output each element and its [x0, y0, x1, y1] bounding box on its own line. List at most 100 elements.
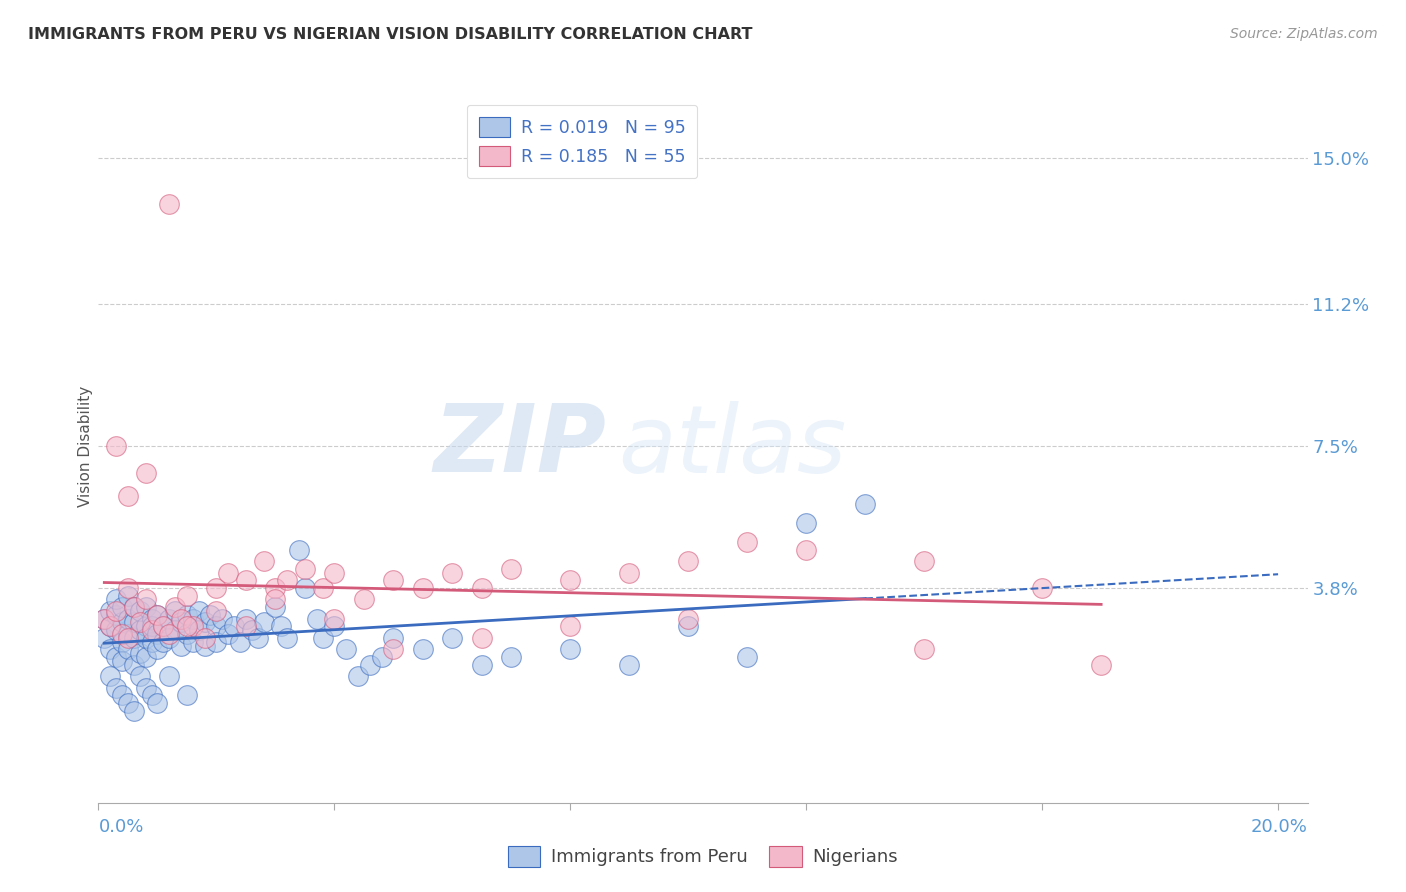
Point — [141, 619, 163, 633]
Point — [170, 615, 193, 630]
Point — [146, 607, 169, 622]
Point — [678, 612, 700, 626]
Point — [347, 669, 370, 683]
Point — [170, 612, 193, 626]
Point — [235, 574, 257, 588]
Point — [135, 466, 157, 480]
Point — [111, 689, 134, 703]
Point — [157, 197, 180, 211]
Point — [323, 619, 346, 633]
Point — [217, 566, 239, 580]
Legend: Immigrants from Peru, Nigerians: Immigrants from Peru, Nigerians — [501, 838, 905, 874]
Point — [471, 657, 494, 672]
Point — [117, 612, 139, 626]
Point — [264, 600, 287, 615]
Point — [98, 669, 121, 683]
Point — [294, 562, 316, 576]
Point — [105, 681, 128, 695]
Point — [157, 612, 180, 626]
Point — [165, 604, 187, 618]
Point — [382, 574, 405, 588]
Point — [176, 607, 198, 622]
Point — [111, 615, 134, 630]
Point — [200, 607, 222, 622]
Point — [170, 639, 193, 653]
Point — [135, 592, 157, 607]
Point — [794, 516, 817, 530]
Point — [501, 650, 523, 665]
Point — [122, 600, 145, 615]
Point — [165, 600, 187, 615]
Point — [412, 642, 434, 657]
Point — [141, 623, 163, 637]
Point — [157, 627, 180, 641]
Point — [157, 631, 180, 645]
Point — [294, 581, 316, 595]
Point — [181, 634, 204, 648]
Text: ZIP: ZIP — [433, 400, 606, 492]
Point — [194, 615, 217, 630]
Point — [98, 642, 121, 657]
Point — [441, 566, 464, 580]
Point — [311, 631, 333, 645]
Point — [235, 612, 257, 626]
Point — [93, 612, 115, 626]
Point — [105, 650, 128, 665]
Point — [152, 619, 174, 633]
Point — [370, 650, 392, 665]
Point — [276, 631, 298, 645]
Point — [117, 631, 139, 645]
Point — [152, 619, 174, 633]
Point — [122, 631, 145, 645]
Point — [205, 604, 228, 618]
Point — [135, 631, 157, 645]
Point — [853, 497, 876, 511]
Point — [359, 657, 381, 672]
Point — [412, 581, 434, 595]
Point — [235, 619, 257, 633]
Point — [98, 619, 121, 633]
Point — [117, 642, 139, 657]
Point — [93, 631, 115, 645]
Point — [128, 615, 150, 630]
Point — [181, 612, 204, 626]
Point — [560, 574, 582, 588]
Point — [335, 642, 357, 657]
Point — [353, 592, 375, 607]
Point — [128, 669, 150, 683]
Point — [678, 554, 700, 568]
Text: Source: ZipAtlas.com: Source: ZipAtlas.com — [1230, 27, 1378, 41]
Point — [270, 619, 292, 633]
Point — [105, 604, 128, 618]
Point — [735, 650, 758, 665]
Point — [165, 623, 187, 637]
Point — [135, 650, 157, 665]
Point — [146, 696, 169, 710]
Point — [288, 542, 311, 557]
Point — [252, 615, 274, 630]
Point — [560, 642, 582, 657]
Point — [111, 627, 134, 641]
Point — [176, 689, 198, 703]
Point — [111, 600, 134, 615]
Point — [122, 657, 145, 672]
Point — [205, 634, 228, 648]
Point — [382, 642, 405, 657]
Point — [323, 566, 346, 580]
Point — [157, 669, 180, 683]
Point — [264, 581, 287, 595]
Point — [105, 592, 128, 607]
Point — [117, 696, 139, 710]
Point — [252, 554, 274, 568]
Point — [117, 627, 139, 641]
Text: 0.0%: 0.0% — [98, 818, 143, 836]
Point — [181, 619, 204, 633]
Point — [619, 566, 641, 580]
Point — [194, 639, 217, 653]
Point — [128, 623, 150, 637]
Point — [187, 604, 209, 618]
Point — [93, 612, 115, 626]
Point — [735, 535, 758, 549]
Point — [176, 619, 198, 633]
Point — [141, 634, 163, 648]
